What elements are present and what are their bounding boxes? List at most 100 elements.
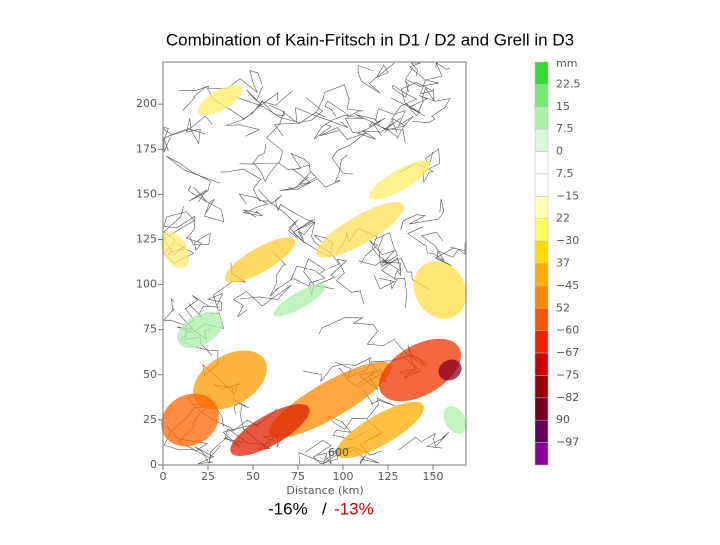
colorbar-label: 90: [556, 413, 570, 426]
colorbar-swatch: [534, 419, 549, 443]
colorbar-swatch: [534, 352, 549, 376]
x-tick-label: 75: [291, 470, 305, 483]
precip-blob: [438, 359, 462, 381]
precip-blob: [379, 338, 461, 402]
contour: [163, 115, 213, 151]
colorbar-label: 7.5: [556, 122, 574, 135]
contour: [390, 95, 451, 124]
colorbar-label: −30: [556, 234, 579, 247]
y-tick-label: 125: [136, 233, 157, 246]
contour: [261, 90, 324, 125]
contour: [232, 285, 292, 318]
map-frame: [162, 61, 467, 466]
precip-blob: [413, 261, 467, 319]
contour: [378, 235, 408, 308]
precip-blob: [316, 202, 404, 258]
precip-blob: [369, 160, 431, 200]
colorbar-swatch: [534, 84, 549, 108]
colorbar-swatch: [534, 218, 549, 242]
x-tick-label: 50: [246, 470, 260, 483]
colorbar-label: 15: [556, 100, 570, 113]
colorbar-label: −97: [556, 436, 579, 449]
contour: [178, 70, 263, 93]
contour: [220, 168, 304, 240]
precip-blob: [177, 311, 223, 349]
contour: [185, 227, 211, 252]
footer: -16% / -13%: [268, 499, 374, 518]
contour: [434, 242, 466, 266]
contour: [324, 98, 363, 118]
contour: [257, 189, 316, 232]
colorbar-label: −82: [556, 391, 579, 404]
y-tick-label: 100: [136, 278, 157, 291]
contour: [313, 114, 365, 140]
colorbar-label: 22.5: [556, 77, 581, 90]
contour: [325, 449, 380, 465]
colorbar-swatch: [534, 196, 549, 219]
contour: [373, 257, 401, 290]
colorbar-label: 52: [556, 301, 570, 314]
precip-blob: [193, 350, 267, 410]
contour: [356, 117, 394, 140]
x-axis-label: Distance (km): [286, 484, 363, 497]
contour: [239, 162, 311, 189]
title: Combination of Kain-Fritsch in D1 / D2 a…: [166, 30, 574, 49]
precip-blob: [336, 401, 424, 459]
contour: [269, 84, 350, 125]
contour: [327, 415, 367, 441]
x-tick-label: 125: [378, 470, 399, 483]
colorbar-swatch: [534, 397, 549, 421]
contour: [391, 80, 418, 134]
colorbar-swatch: [534, 263, 549, 287]
colorbar-label: −67: [556, 346, 579, 359]
colorbar-label: 22: [556, 212, 570, 225]
contour: [166, 155, 221, 203]
contour: [194, 436, 244, 465]
precip-blob: [161, 393, 219, 447]
contour: [355, 114, 406, 144]
contour: [233, 96, 349, 129]
precip-blob: [443, 406, 467, 434]
colorbar-unit: mm: [556, 57, 577, 70]
contour: [182, 85, 261, 137]
y-tick-label: 75: [143, 323, 157, 336]
x-tick-label: 150: [423, 470, 444, 483]
colorbar-swatch: [534, 330, 549, 354]
precip-blob: [160, 231, 190, 269]
contour: [357, 62, 395, 94]
colorbar-swatch: [534, 106, 549, 130]
colorbar-label: 7.5: [556, 167, 574, 180]
y-tick-label: 50: [143, 368, 157, 381]
contour: [318, 317, 396, 346]
x-tick-label: 0: [160, 470, 167, 483]
footer-left: -16%: [268, 499, 308, 518]
y-tick-label: 0: [150, 458, 157, 471]
contour: [398, 431, 449, 451]
colorbar-swatch: [534, 285, 549, 309]
contour: [313, 258, 365, 305]
contour: [319, 127, 367, 175]
precip-blob: [273, 283, 327, 317]
colorbar-swatch: [534, 128, 549, 152]
footer-sep: /: [322, 499, 327, 518]
contour: [404, 87, 435, 117]
contour: [358, 239, 396, 266]
contour: [269, 251, 310, 297]
contour: [375, 108, 414, 139]
contour: [279, 154, 348, 191]
map: [160, 61, 467, 465]
contour: [292, 219, 340, 269]
colorbar-label: −60: [556, 324, 579, 337]
colorbar-swatch: [534, 308, 549, 331]
colorbar-label: 0: [556, 145, 563, 158]
y-tick-label: 25: [143, 413, 157, 426]
colorbar-label: −15: [556, 189, 579, 202]
colorbar-label: −75: [556, 368, 579, 381]
precip-blob: [224, 237, 296, 283]
footer-right: -13%: [334, 499, 374, 518]
contour: [400, 198, 445, 231]
contour: [252, 123, 284, 165]
contour: [290, 153, 317, 185]
precip-blob: [197, 84, 243, 116]
